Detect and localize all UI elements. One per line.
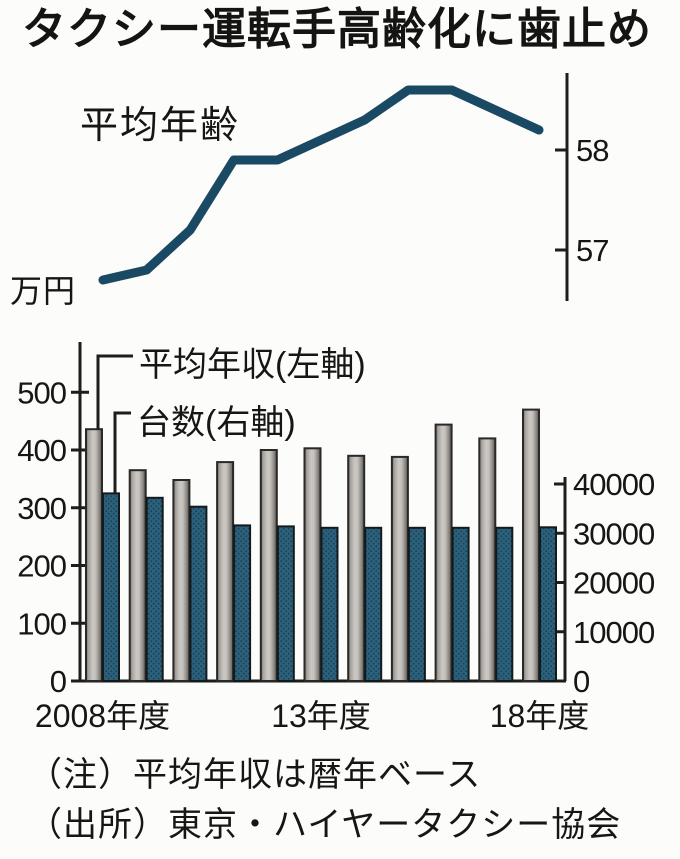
income-bar: [390, 455, 409, 682]
fleet-bar: [102, 492, 120, 682]
income-bar: [522, 408, 540, 682]
income-tick-label: 0: [50, 664, 67, 699]
income-bar: [128, 469, 147, 683]
income-tick-label: 200: [17, 549, 66, 584]
legend-income-label: 平均年収(左軸): [139, 346, 366, 384]
fleet-tick-label: 10000: [573, 615, 655, 650]
income-tick-label: 400: [17, 433, 66, 468]
legend-fleet-label: 台数(右軸): [137, 404, 296, 442]
fleet-bar: [189, 505, 208, 683]
income-callout-line: [96, 354, 133, 430]
source-note: （出所）東京・ハイヤータクシー協会: [28, 806, 622, 844]
fleet-bar: [495, 526, 514, 682]
income-tick-label: 100: [17, 606, 66, 641]
fleet-callout-line: [113, 411, 131, 494]
fleet-bar: [145, 496, 164, 682]
x-axis-label: 2008年度: [35, 698, 170, 734]
fleet-tick-label: 30000: [573, 516, 655, 551]
income-bar: [347, 454, 366, 682]
income-bar: [259, 449, 278, 682]
fleet-bar: [233, 524, 252, 683]
fleet-bar: [320, 526, 339, 682]
income-bar: [303, 447, 322, 682]
fleet-bar: [539, 526, 557, 682]
income-bar: [216, 461, 235, 682]
income-bar: [478, 437, 497, 682]
income-bar: [434, 423, 453, 682]
footnote: （注）平均年収は暦年ベース: [28, 756, 482, 794]
income-tick-label: 500: [17, 375, 66, 410]
age-line: [98, 85, 544, 285]
fleet-tick-label: 40000: [573, 467, 655, 502]
left-axis-unit-label: 万円: [10, 273, 77, 309]
line-series-label: 平均年齢: [80, 105, 241, 147]
fleet-bar: [451, 526, 470, 682]
chart-title: タクシー運転手高齢化に歯止め: [22, 5, 652, 54]
income-tick-label: 300: [17, 491, 66, 526]
income-bar: [172, 479, 191, 682]
age-tick-label: 57: [576, 233, 608, 268]
fleet-tick-label: 0: [573, 664, 590, 699]
fleet-bar: [407, 526, 426, 682]
fleet-bar: [276, 525, 295, 683]
income-bar: [85, 428, 103, 683]
age-tick-label: 58: [576, 133, 608, 168]
fleet-bar: [364, 526, 383, 682]
fleet-tick-label: 20000: [573, 566, 655, 601]
x-axis-label: 13年度: [271, 698, 371, 734]
x-axis-label: 18年度: [490, 698, 590, 734]
